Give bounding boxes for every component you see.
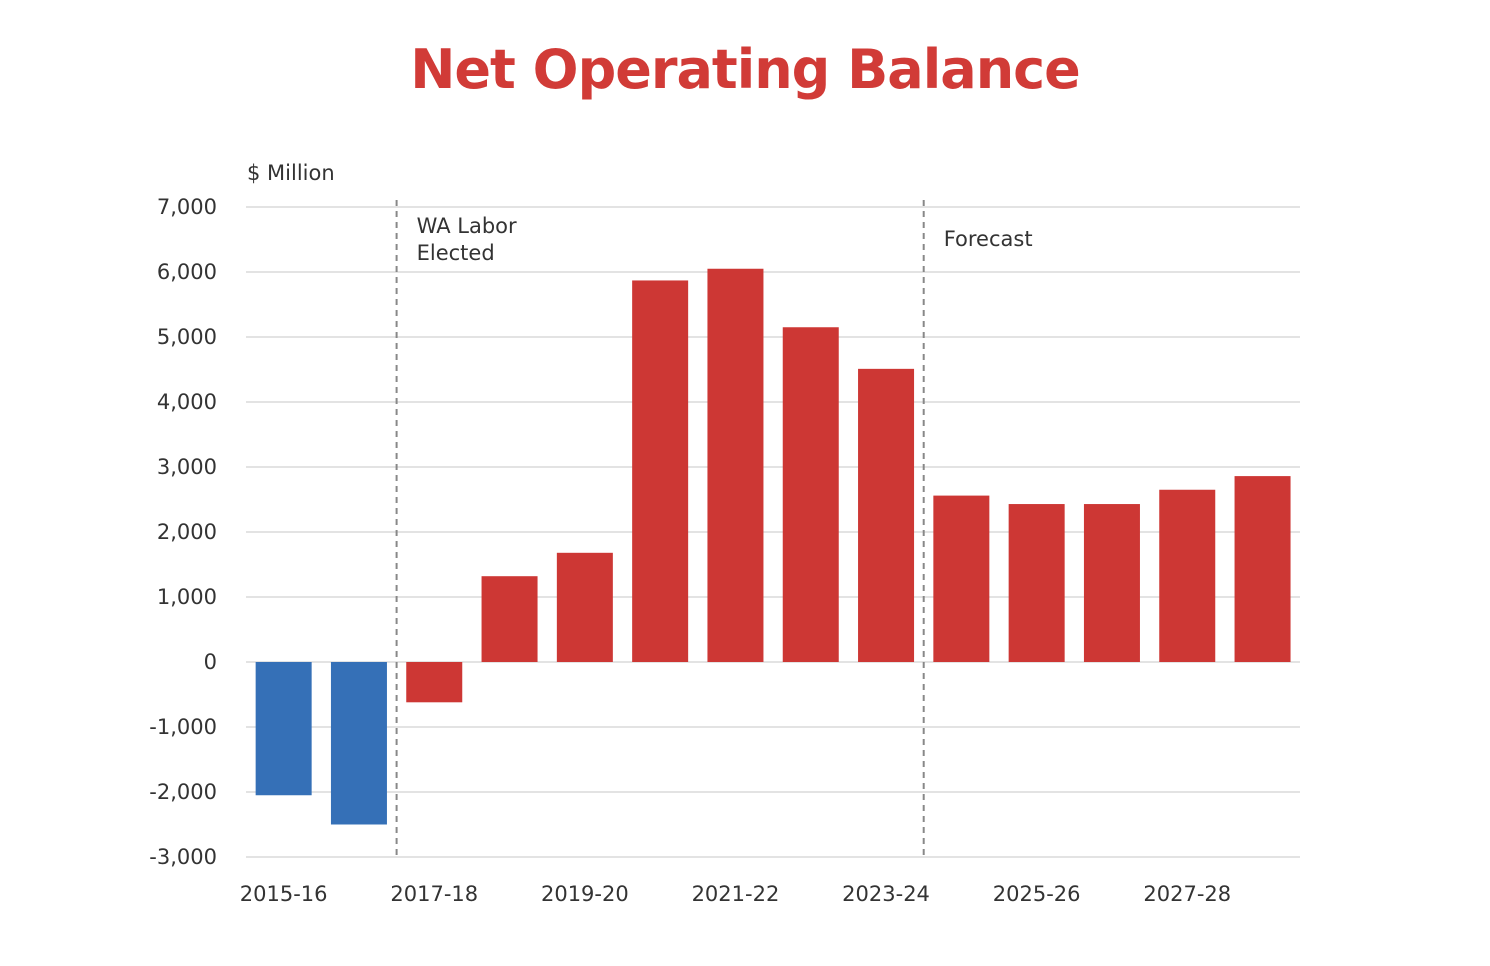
y-tick-label: 4,000 xyxy=(157,390,217,414)
bar-2027-28 xyxy=(1159,489,1216,662)
gridlines xyxy=(246,206,1300,858)
bar-2024-25 xyxy=(933,495,990,662)
bar-2023-24 xyxy=(858,368,915,662)
bar-2025-26 xyxy=(1008,504,1065,662)
bar-2016-17 xyxy=(330,662,387,825)
y-axis-ticks: 7,000 6,000 5,000 4,000 3,000 2,000 1,000 0 -1,0… xyxy=(149,195,217,869)
y-tick-label: 6,000 xyxy=(157,260,217,284)
bar-2021-22 xyxy=(707,268,764,662)
annotation-text: WA Labor xyxy=(417,214,517,238)
y-tick-label: 2,000 xyxy=(157,520,217,544)
y-tick-label: 3,000 xyxy=(157,455,217,479)
annotations: WA Labor Elected Forecast xyxy=(417,214,1033,265)
bar-2017-18 xyxy=(406,662,463,703)
y-tick-label: -2,000 xyxy=(149,780,217,804)
bar-2028-29 xyxy=(1234,476,1291,662)
x-tick-label: 2015-16 xyxy=(240,882,328,906)
annotation-text: Forecast xyxy=(944,227,1033,251)
y-tick-label: 7,000 xyxy=(157,195,217,219)
bar-2018-19 xyxy=(481,576,538,662)
x-tick-label: 2021-22 xyxy=(692,882,780,906)
annotation-text: Elected xyxy=(417,241,495,265)
x-tick-label: 2027-28 xyxy=(1143,882,1231,906)
y-tick-label: 1,000 xyxy=(157,585,217,609)
bar-2015-16 xyxy=(255,662,312,796)
x-tick-label: 2023-24 xyxy=(842,882,930,906)
bar-2019-20 xyxy=(556,552,613,662)
x-tick-label: 2025-26 xyxy=(993,882,1081,906)
x-axis-ticks: 2015-16 2017-18 2019-20 2021-22 2023-24 2025-… xyxy=(240,882,1231,906)
y-axis-label: $ Million xyxy=(247,161,335,185)
y-tick-label: 5,000 xyxy=(157,325,217,349)
bar-2022-23 xyxy=(782,327,839,662)
bars xyxy=(255,268,1291,825)
y-tick-label: 0 xyxy=(204,650,217,674)
y-tick-label: -1,000 xyxy=(149,715,217,739)
y-tick-label: -3,000 xyxy=(149,845,217,869)
bar-2020-21 xyxy=(632,280,689,662)
x-tick-label: 2017-18 xyxy=(390,882,478,906)
x-tick-label: 2019-20 xyxy=(541,882,629,906)
bar-2026-27 xyxy=(1083,504,1140,662)
chart-title: Net Operating Balance xyxy=(410,38,1081,101)
